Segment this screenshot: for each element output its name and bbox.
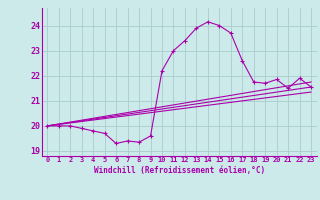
X-axis label: Windchill (Refroidissement éolien,°C): Windchill (Refroidissement éolien,°C) [94, 166, 265, 175]
